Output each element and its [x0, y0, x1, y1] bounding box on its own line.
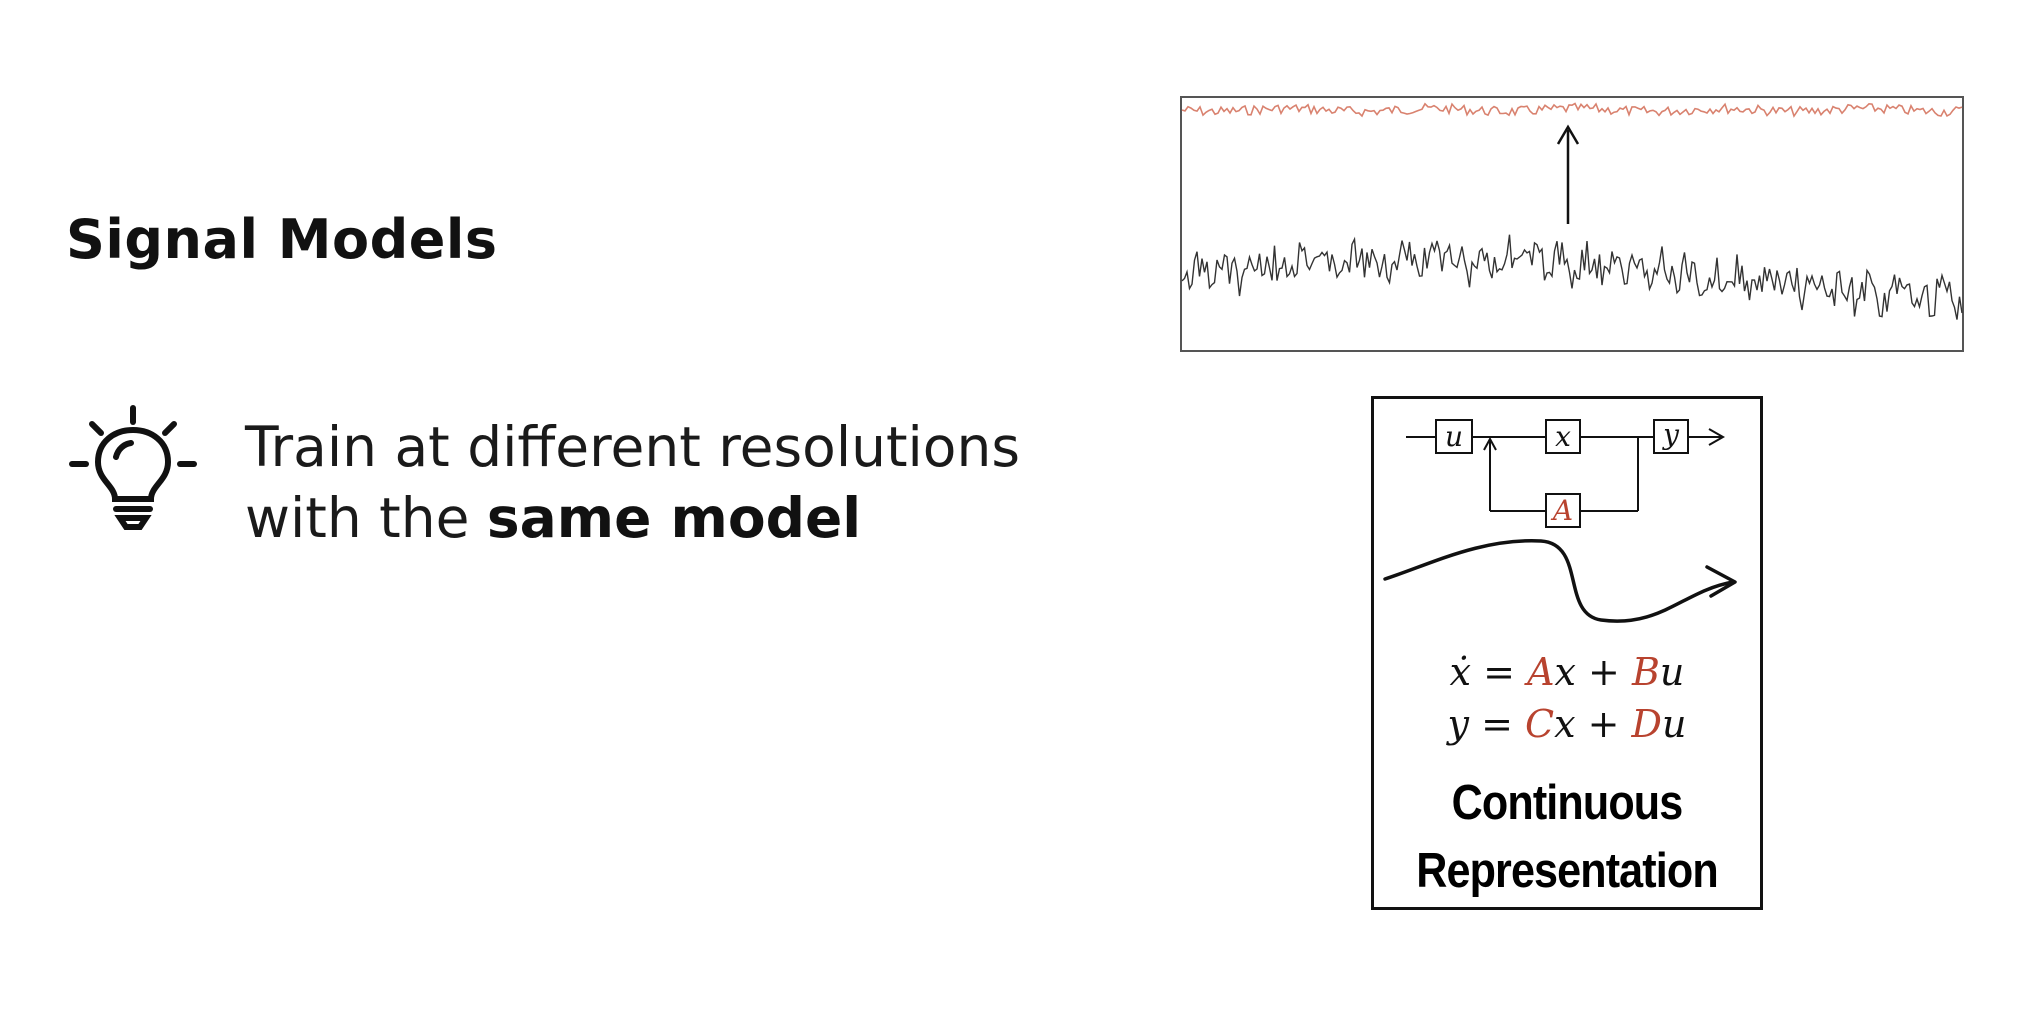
input-block-label: u — [1445, 420, 1463, 453]
output-equation: y = Cx + Du — [1371, 702, 1763, 746]
eq1-plus: + — [1588, 650, 1620, 694]
signal-panel — [1180, 96, 1964, 352]
eq2-lhs: y — [1447, 702, 1469, 746]
smooth-signal-line — [1181, 102, 1963, 118]
eq1-matrix-a: A — [1527, 650, 1555, 694]
state-equation: ẋ = Ax + Bu — [1371, 650, 1763, 694]
bullet-line-1: Train at different resolutions — [245, 415, 1020, 479]
eq2-var-x: x — [1554, 702, 1576, 746]
matrix-block-label: A — [1550, 494, 1573, 527]
output-block-label: y — [1661, 418, 1680, 451]
arrow-head-icon — [1556, 124, 1580, 145]
eq1-var-x: x — [1554, 650, 1576, 694]
caption-line-2: Representation — [1416, 844, 1718, 898]
continuous-trajectory-curve — [1383, 539, 1735, 623]
eq1-equals: = — [1483, 650, 1515, 694]
eq2-matrix-c: C — [1525, 702, 1555, 746]
state-block-label: x — [1555, 420, 1571, 453]
eq2-var-u: u — [1662, 702, 1687, 746]
bullet-line-2-prefix: with the — [245, 486, 487, 550]
bullet-text: Train at different resolutions with the … — [245, 412, 1020, 554]
raw-signal-line — [1181, 234, 1963, 320]
card-frame — [1371, 396, 1763, 910]
ssm-diagram-card: u x y A — [1371, 396, 1763, 910]
eq2-plus: + — [1587, 702, 1620, 746]
caption-line-1: Continuous — [1451, 776, 1684, 830]
slide-title: Signal Models — [66, 208, 498, 271]
bullet-line-2: with the same model — [245, 483, 1020, 554]
bullet-emphasis: same model — [486, 486, 862, 550]
eq2-equals: = — [1481, 702, 1513, 746]
eq1-matrix-b: B — [1631, 650, 1660, 694]
lightbulb-icon — [69, 405, 197, 530]
signal-frame — [1180, 96, 1964, 352]
eq2-matrix-d: D — [1631, 702, 1663, 746]
block-diagram — [1406, 419, 1726, 528]
trajectory-arrow-icon — [1705, 565, 1737, 598]
eq1-var-u: u — [1659, 650, 1685, 694]
eq1-lhs: ẋ — [1449, 650, 1472, 694]
